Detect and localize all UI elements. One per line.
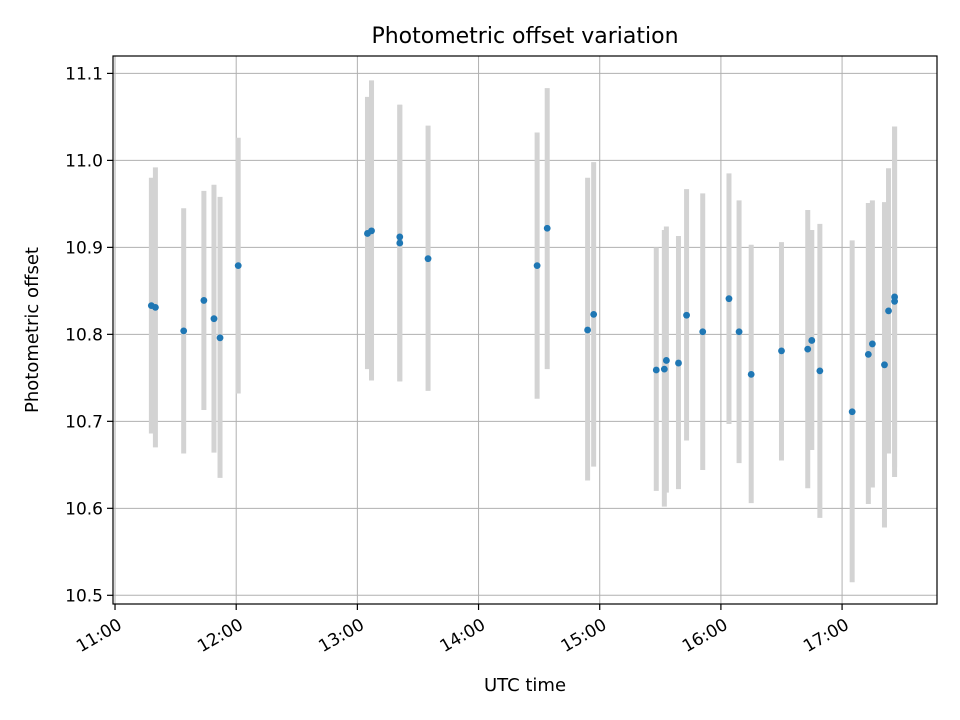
data-point (735, 328, 743, 336)
data-point (804, 345, 812, 353)
data-point (584, 326, 592, 334)
y-axis-label: Photometric offset (22, 247, 43, 413)
data-point (590, 310, 598, 318)
data-point (234, 262, 242, 270)
data-point (675, 359, 682, 367)
data-point (200, 297, 208, 304)
y-tick-label: 10.6 (65, 499, 103, 519)
grid-lines (113, 56, 937, 604)
data-point (368, 227, 375, 235)
data-point (816, 367, 824, 375)
data-point (725, 295, 733, 303)
y-axis-ticks: 10.5 10.6 10.7 10.8 10.9 11.0 11.1 (65, 64, 113, 606)
data-point (747, 370, 755, 378)
y-tick-label: 10.8 (65, 325, 103, 345)
data-point (864, 350, 872, 358)
data-point (699, 328, 707, 336)
data-point (885, 307, 892, 315)
x-tick-label: 17:00 (800, 615, 852, 657)
data-point (778, 347, 785, 355)
x-tick-label: 15:00 (558, 615, 610, 657)
data-point (216, 334, 224, 342)
data-point (396, 239, 404, 247)
data-point (662, 357, 670, 364)
data-point (868, 340, 876, 348)
data-point (543, 224, 551, 232)
y-tick-label: 10.7 (65, 412, 103, 432)
data-point (424, 255, 432, 263)
x-tick-label: 13:00 (315, 615, 367, 657)
data-point (180, 327, 188, 335)
y-tick-label: 10.5 (65, 586, 103, 606)
data-point (808, 337, 816, 344)
x-tick-label: 12:00 (194, 615, 246, 657)
data-point (683, 311, 690, 319)
y-tick-label: 11.0 (65, 151, 103, 171)
x-axis-label: UTC time (484, 675, 566, 696)
error-bars (148, 80, 898, 583)
x-tick-label: 14:00 (437, 615, 489, 657)
data-point (891, 293, 898, 301)
plot-frame (112, 55, 938, 605)
data-point (533, 262, 541, 270)
x-axis-ticks: 11:00 12:00 13:00 14:00 15:00 16:00 17:00 (73, 604, 853, 657)
data-point (152, 303, 159, 311)
data-point (848, 408, 856, 416)
y-tick-label: 11.1 (65, 64, 103, 84)
data-point (881, 361, 888, 369)
x-tick-label: 11:00 (73, 615, 125, 657)
data-point (396, 233, 404, 241)
chart-title: Photometric offset variation (371, 24, 678, 49)
data-point (210, 315, 218, 323)
x-tick-label: 16:00 (679, 615, 731, 657)
data-point (660, 365, 668, 373)
data-points (147, 224, 898, 416)
data-point (652, 366, 660, 374)
y-tick-label: 10.9 (65, 238, 103, 258)
